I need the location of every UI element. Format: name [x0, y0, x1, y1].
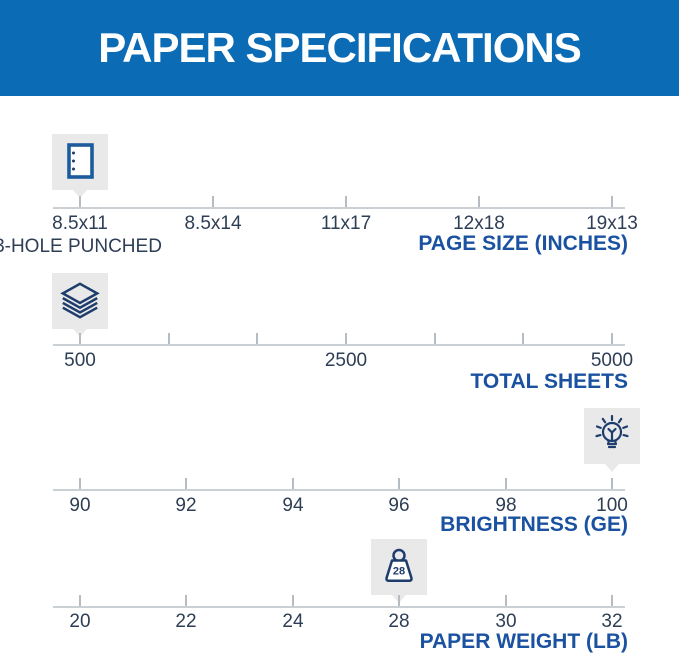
header-banner: PAPER SPECIFICATIONS: [0, 0, 679, 96]
tick-mark: [79, 478, 81, 489]
selected-badge: 28: [371, 539, 427, 603]
tick-label: 5000: [590, 350, 634, 371]
tick-label: 30: [495, 611, 517, 632]
weight-icon: 28: [385, 548, 413, 583]
tick-mark: [611, 595, 613, 606]
tick-mark: [292, 478, 294, 489]
badge-pointer: [73, 190, 87, 198]
selected-badge: [584, 408, 640, 472]
badge-pointer: [605, 464, 619, 472]
scale-line: [53, 606, 625, 608]
weight-badge-value-text: 28: [393, 566, 405, 578]
tick-label: 96: [388, 495, 410, 516]
tick-mark: [505, 478, 507, 489]
tick-label: 94: [282, 495, 304, 516]
tick-mark: [345, 196, 347, 207]
selected-option-note: 3-HOLE PUNCHED: [0, 236, 162, 257]
tick-mark: [168, 333, 170, 344]
tick-mark: [79, 333, 81, 344]
tick-mark: [345, 333, 347, 344]
tick-mark: [434, 333, 436, 344]
tick-label: 32: [601, 611, 623, 632]
tick-label: 92: [175, 495, 197, 516]
tick-label: 100: [596, 495, 628, 516]
tick-mark: [611, 333, 613, 344]
tick-mark: [611, 196, 613, 207]
tick-mark: [256, 333, 258, 344]
tick-mark: [79, 595, 81, 606]
page-title: PAPER SPECIFICATIONS: [98, 24, 582, 71]
scale-line: [53, 207, 625, 209]
tick-label: 22: [175, 611, 197, 632]
tick-mark: [398, 478, 400, 489]
paper-stack-icon: [60, 282, 100, 319]
tick-label: 8.5x11: [52, 213, 108, 234]
tick-label: 500: [64, 350, 96, 371]
scale-line: [53, 489, 625, 491]
selected-badge: [52, 273, 108, 337]
tick-label: 90: [69, 495, 91, 516]
lightbulb-icon: [595, 414, 629, 449]
tick-mark: [185, 478, 187, 489]
scale-line: [53, 344, 625, 346]
tick-label: 19x13: [586, 213, 638, 234]
hole-punched-paper-icon: [67, 143, 94, 179]
tick-label: 98: [495, 495, 517, 516]
tick-label: 8.5x14: [184, 213, 242, 234]
tick-mark: [185, 595, 187, 606]
tick-mark: [79, 196, 81, 207]
selected-badge: [52, 134, 108, 198]
tick-label: 24: [282, 611, 304, 632]
tick-label: 28: [388, 611, 410, 632]
tick-label: 20: [69, 611, 91, 632]
tick-mark: [398, 595, 400, 606]
tick-mark: [212, 196, 214, 207]
axis-label-page-size: PAGE SIZE (INCHES): [418, 232, 628, 255]
tick-mark: [292, 595, 294, 606]
tick-mark: [505, 595, 507, 606]
axis-label-total-sheets: TOTAL SHEETS: [470, 370, 628, 393]
tick-label: 2500: [324, 350, 368, 371]
tick-mark: [478, 196, 480, 207]
tick-label: 11x17: [320, 213, 372, 234]
tick-mark: [522, 333, 524, 344]
tick-label: 12x18: [453, 213, 505, 234]
axis-label-paper-weight: PAPER WEIGHT (LB): [419, 630, 628, 653]
axis-label-brightness: BRIGHTNESS (GE): [440, 513, 628, 536]
tick-mark: [611, 478, 613, 489]
